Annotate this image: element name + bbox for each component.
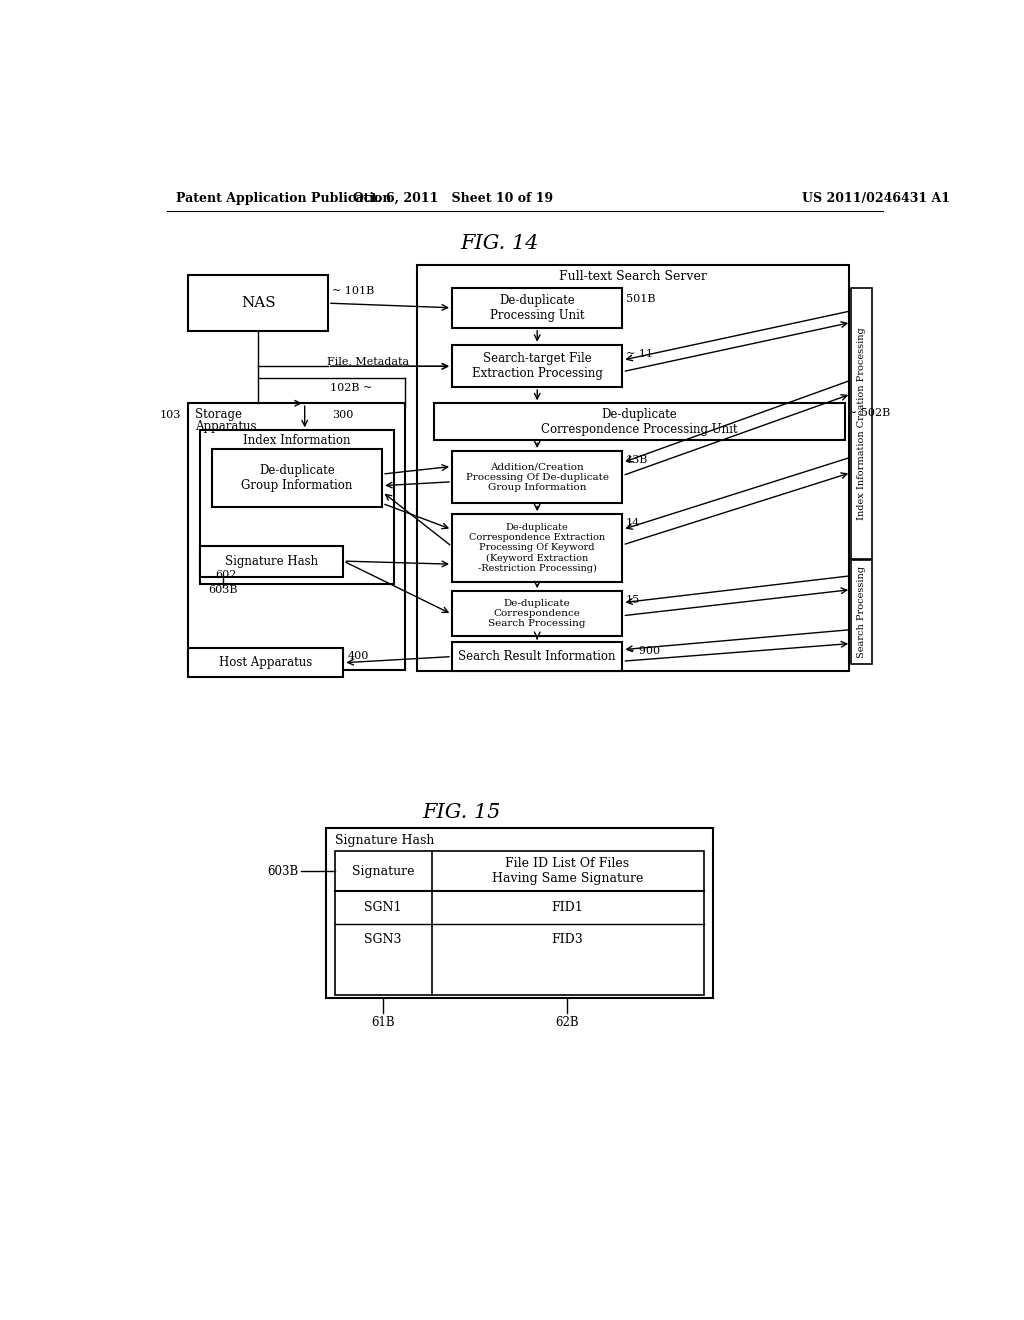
Bar [452,345,623,387]
Bar [188,404,406,669]
Bar [188,648,343,677]
Text: Apparatus: Apparatus [195,420,256,433]
Text: SGN3: SGN3 [365,933,401,946]
Text: 501B: 501B [627,294,655,305]
Text: ~ 11: ~ 11 [627,348,653,359]
Text: Signature Hash: Signature Hash [335,834,434,847]
Text: Full-text Search Server: Full-text Search Server [558,269,707,282]
Text: Signature Hash: Signature Hash [225,554,317,568]
Bar [417,264,849,671]
Text: 300: 300 [332,409,353,420]
Text: 400: 400 [347,651,369,661]
Text: 102B ~: 102B ~ [330,383,372,393]
Text: De-duplicate
Correspondence
Search Processing: De-duplicate Correspondence Search Proce… [488,598,586,628]
Text: 14: 14 [626,519,640,528]
Text: 603B: 603B [267,865,299,878]
Text: Index Information Creation Processing: Index Information Creation Processing [857,327,865,520]
Text: 61B: 61B [371,1016,395,1028]
Bar [200,545,343,577]
Bar [851,561,872,664]
Text: US 2011/0246431 A1: US 2011/0246431 A1 [802,191,950,205]
Bar [452,515,623,582]
Bar [188,276,328,331]
Text: 13B: 13B [626,455,648,465]
Bar [200,430,394,585]
Text: ~ 900: ~ 900 [626,647,659,656]
Text: File ID List Of Files
Having Same Signature: File ID List Of Files Having Same Signat… [492,858,643,886]
Bar [452,642,623,671]
Text: Signature: Signature [351,865,415,878]
Text: FIG. 15: FIG. 15 [422,804,501,822]
Text: Search-target File
Extraction Processing: Search-target File Extraction Processing [472,351,603,380]
Bar [326,829,713,998]
Text: 62B: 62B [556,1016,580,1028]
Text: SGN1: SGN1 [365,902,401,915]
Text: De-duplicate
Correspondence Processing Unit: De-duplicate Correspondence Processing U… [542,408,737,436]
Text: Storage: Storage [195,408,242,421]
Text: 103: 103 [160,409,180,420]
Text: ~ 101B: ~ 101B [332,286,374,296]
Text: Search Result Information: Search Result Information [459,649,616,663]
Text: 603B: 603B [208,585,238,595]
Text: Addition/Creation
Processing Of De-duplicate
Group Information: Addition/Creation Processing Of De-dupli… [466,462,608,492]
Text: NAS: NAS [241,296,275,310]
Text: Oct. 6, 2011   Sheet 10 of 19: Oct. 6, 2011 Sheet 10 of 19 [353,191,554,205]
Bar [212,449,382,507]
Bar [452,451,623,503]
Text: 15: 15 [626,595,640,606]
Text: De-duplicate
Processing Unit: De-duplicate Processing Unit [489,294,585,322]
Text: Index Information: Index Information [244,434,350,447]
Text: Host Apparatus: Host Apparatus [219,656,312,669]
Text: De-duplicate
Correspondence Extraction
Processing Of Keyword
(Keyword Extraction: De-duplicate Correspondence Extraction P… [469,523,605,573]
Bar [452,591,623,636]
Bar [851,288,872,558]
Text: 602: 602 [216,570,237,579]
Text: FID1: FID1 [552,902,584,915]
Bar [434,404,845,441]
Text: FID3: FID3 [552,933,584,946]
Bar [452,288,623,327]
Text: ~ 502B: ~ 502B [848,408,890,417]
Text: De-duplicate
Group Information: De-duplicate Group Information [242,463,352,492]
Bar [335,851,703,995]
Text: File, Metadata: File, Metadata [328,356,410,367]
Text: Search Processing: Search Processing [857,566,865,657]
Text: FIG. 14: FIG. 14 [461,234,540,252]
Text: Patent Application Publication: Patent Application Publication [176,191,391,205]
